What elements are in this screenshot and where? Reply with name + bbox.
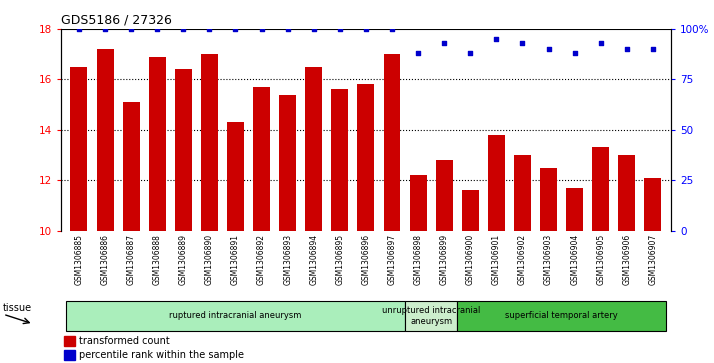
Text: percentile rank within the sample: percentile rank within the sample [79,350,244,360]
Text: GSM1306894: GSM1306894 [309,234,318,285]
Bar [64,351,75,360]
Bar [462,190,479,231]
Point [491,36,502,42]
Text: unruptured intracranial
aneurysm: unruptured intracranial aneurysm [382,306,481,326]
Bar [201,54,218,231]
Text: GSM1306887: GSM1306887 [126,234,136,285]
Text: GSM1306907: GSM1306907 [648,234,658,285]
Bar [279,94,296,231]
Text: GSM1306900: GSM1306900 [466,234,475,285]
Point [126,26,137,32]
Bar [96,49,114,231]
Text: GSM1306906: GSM1306906 [623,234,631,285]
Bar [618,155,635,231]
Bar [227,122,244,231]
Bar [514,155,531,231]
Bar [405,301,457,330]
Text: GSM1306892: GSM1306892 [257,234,266,285]
Text: GSM1306890: GSM1306890 [205,234,214,285]
Text: GSM1306885: GSM1306885 [74,234,84,285]
Text: GSM1306899: GSM1306899 [440,234,448,285]
Point [334,26,346,32]
Bar [566,188,583,231]
Point [517,40,528,46]
Point [74,26,85,32]
Text: GSM1306893: GSM1306893 [283,234,292,285]
Bar [64,336,75,346]
Text: GSM1306904: GSM1306904 [570,234,579,285]
Point [386,26,398,32]
Point [465,50,476,56]
Bar [149,57,166,231]
Point [543,46,554,52]
Bar [253,87,270,231]
Bar [66,301,405,330]
Text: GSM1306886: GSM1306886 [101,234,109,285]
Bar [457,301,666,330]
Point [178,26,189,32]
Bar [645,178,661,231]
Text: ruptured intracranial aneurysm: ruptured intracranial aneurysm [169,311,302,320]
Text: GSM1306897: GSM1306897 [388,234,396,285]
Text: GSM1306888: GSM1306888 [153,234,161,285]
Point [569,50,580,56]
Bar [540,168,557,231]
Bar [123,102,140,231]
Text: GSM1306895: GSM1306895 [336,234,344,285]
Text: transformed count: transformed count [79,336,170,346]
Bar [358,85,374,231]
Point [256,26,267,32]
Bar [331,89,348,231]
Bar [436,160,453,231]
Text: GDS5186 / 27326: GDS5186 / 27326 [61,13,171,26]
Text: GSM1306891: GSM1306891 [231,234,240,285]
Bar [71,67,87,231]
Point [621,46,633,52]
Point [413,50,424,56]
Text: GSM1306905: GSM1306905 [596,234,605,285]
Bar [410,175,426,231]
Point [438,40,450,46]
Bar [306,67,322,231]
Point [282,26,293,32]
Text: GSM1306889: GSM1306889 [178,234,188,285]
Text: GSM1306902: GSM1306902 [518,234,527,285]
Point [308,26,319,32]
Bar [383,54,401,231]
Point [360,26,371,32]
Point [99,26,111,32]
Bar [175,69,192,231]
Bar [488,135,505,231]
Point [595,40,606,46]
Point [151,26,163,32]
Text: GSM1306896: GSM1306896 [361,234,371,285]
Point [647,46,658,52]
Text: superficial temporal artery: superficial temporal artery [506,311,618,320]
Text: tissue: tissue [3,303,32,313]
Bar [592,147,609,231]
Point [230,26,241,32]
Text: GSM1306898: GSM1306898 [413,234,423,285]
Text: GSM1306901: GSM1306901 [492,234,501,285]
Text: GSM1306903: GSM1306903 [544,234,553,285]
Point [203,26,215,32]
